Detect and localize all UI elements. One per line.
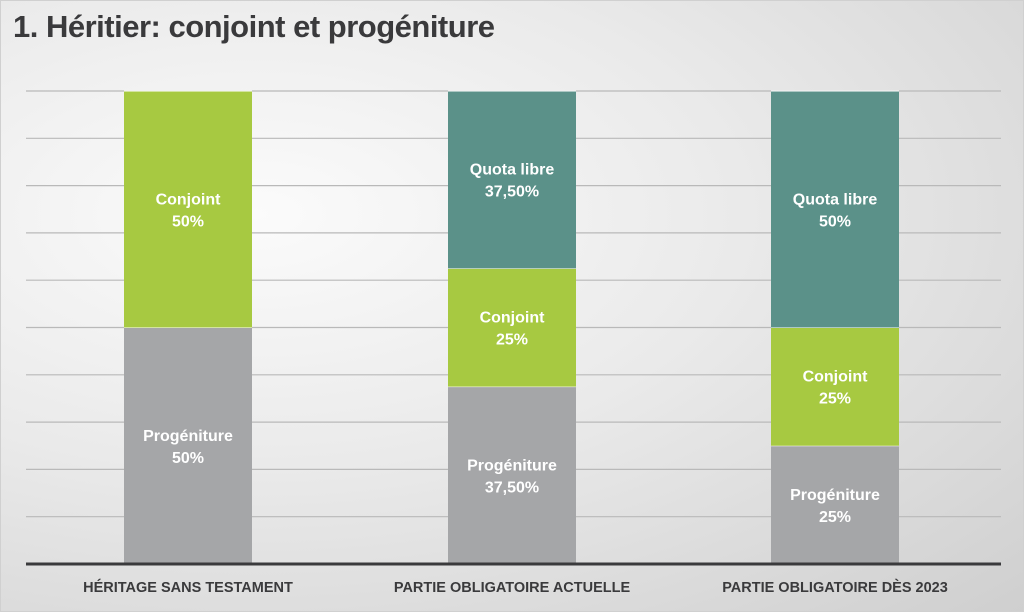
- data-label: Conjoint 25%: [480, 310, 546, 349]
- chart-title: 1. Héritier: conjoint et progéniture: [13, 9, 495, 44]
- data-label: Progéniture 37,50%: [467, 457, 557, 496]
- data-label: Progéniture 25%: [790, 487, 880, 526]
- data-label: Conjoint 50%: [156, 191, 222, 230]
- data-label: Conjoint 25%: [803, 369, 869, 408]
- data-label: Progéniture 50%: [143, 428, 233, 467]
- data-label: Quota libre 50%: [793, 191, 878, 230]
- category-label: PARTIE OBLIGATOIRE ACTUELLE: [394, 580, 631, 596]
- bar-segment-conjoint: [771, 327, 899, 446]
- bar-segment-progéniture: [448, 386, 576, 564]
- bar-segment-progéniture: [124, 327, 252, 564]
- bar-segment-conjoint: [124, 91, 252, 328]
- bar-segment-progéniture: [771, 445, 899, 564]
- bar-segment-quota-libre: [771, 91, 899, 328]
- bar-segment-quota-libre: [448, 91, 576, 269]
- bar-segment-conjoint: [448, 268, 576, 387]
- category-label: HÉRITAGE SANS TESTAMENT: [83, 579, 293, 596]
- category-label: PARTIE OBLIGATOIRE DÈS 2023: [722, 579, 948, 596]
- data-label: Quota libre 37,50%: [470, 162, 555, 201]
